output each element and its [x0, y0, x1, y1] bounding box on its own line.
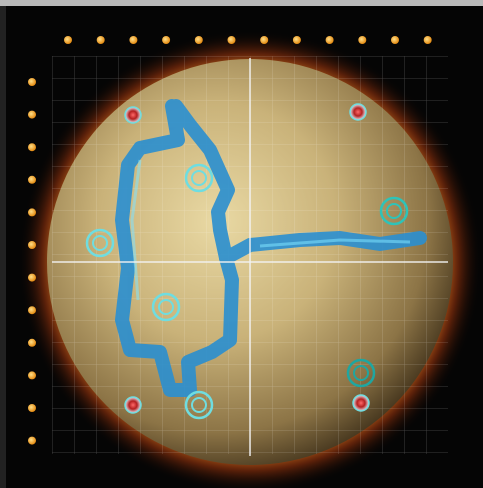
- ring-space[interactable]: [85, 228, 115, 258]
- track-dot: [260, 36, 269, 44]
- rings: [85, 163, 409, 420]
- ring-space[interactable]: [379, 196, 409, 226]
- track-dot: [28, 208, 36, 217]
- ring-inner: [158, 299, 174, 315]
- track-dot: [96, 36, 105, 44]
- ring-outer: [346, 358, 376, 388]
- token-base: [124, 396, 142, 414]
- ring-outer: [151, 292, 181, 322]
- track-dot: [391, 36, 399, 44]
- track-dot: [227, 36, 236, 44]
- ring-inner: [191, 170, 207, 186]
- ring-inner: [386, 203, 402, 219]
- track-dot: [28, 371, 36, 380]
- track-dot: [162, 36, 171, 44]
- ring-space[interactable]: [184, 390, 214, 420]
- top-border: [0, 0, 483, 6]
- player-token[interactable]: [124, 106, 142, 124]
- track-dot: [423, 36, 432, 44]
- track-dot: [28, 436, 36, 445]
- track-dot: [292, 36, 301, 44]
- token-base: [349, 103, 367, 121]
- player-token[interactable]: [124, 396, 142, 414]
- track-dots: [28, 36, 432, 445]
- river-highlight-line: [259, 238, 411, 248]
- token-base: [352, 394, 370, 412]
- track-dot: [28, 404, 36, 412]
- ring-inner: [92, 235, 108, 251]
- ring-outer: [379, 196, 409, 226]
- player-token[interactable]: [349, 103, 367, 121]
- track-dot: [28, 110, 36, 119]
- track-dot: [325, 36, 334, 44]
- river-east: [219, 231, 427, 265]
- river-west: [115, 99, 239, 397]
- ring-outer: [85, 228, 115, 258]
- track-dot: [28, 143, 36, 152]
- track-dot: [28, 273, 36, 282]
- track-dot: [28, 306, 36, 315]
- river-highlight: [130, 159, 411, 301]
- rivers: [115, 99, 427, 397]
- ring-space[interactable]: [346, 358, 376, 388]
- track-dot: [28, 338, 36, 347]
- player-token[interactable]: [352, 394, 370, 412]
- ring-space[interactable]: [151, 292, 181, 322]
- track-dot: [129, 36, 138, 44]
- ring-inner: [353, 365, 369, 381]
- ring-space[interactable]: [184, 163, 214, 193]
- track-dot: [358, 36, 367, 44]
- track-dot: [194, 36, 203, 44]
- river-highlight-line: [130, 159, 142, 301]
- ring-outer: [184, 390, 214, 420]
- ring-inner: [191, 397, 207, 413]
- track-dot: [28, 241, 36, 249]
- track-dot: [28, 175, 36, 184]
- left-border: [0, 6, 6, 488]
- token-base: [124, 106, 142, 124]
- track-dot: [28, 78, 36, 86]
- track-dot: [64, 36, 72, 44]
- tokens: [124, 103, 370, 414]
- ring-outer: [184, 163, 214, 193]
